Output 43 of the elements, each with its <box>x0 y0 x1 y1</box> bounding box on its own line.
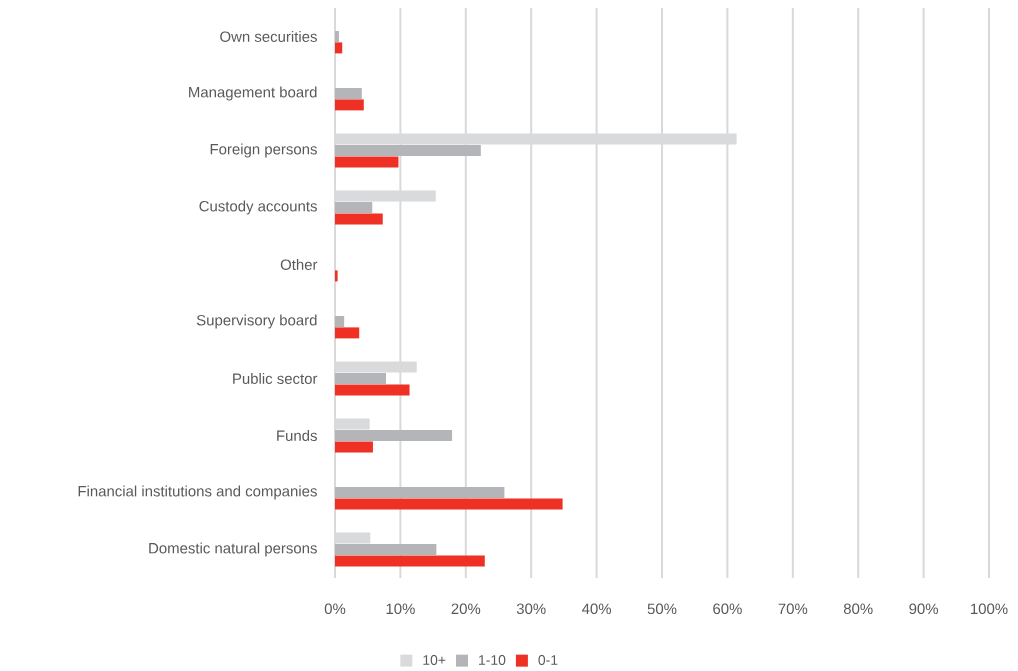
bar <box>335 555 485 567</box>
bar <box>335 213 383 225</box>
x-tick-label: 50% <box>647 603 677 615</box>
x-tick-label: 10% <box>386 603 415 615</box>
legend-label: 10+ <box>423 655 446 665</box>
bar <box>335 42 343 54</box>
legend-label: 1-10 <box>479 655 506 665</box>
bar <box>335 99 364 111</box>
legend-label: 0-1 <box>538 655 558 665</box>
y-tick-label: Financial institutions and companies <box>78 485 317 500</box>
bar <box>335 441 373 453</box>
bar <box>335 144 481 156</box>
bar <box>335 543 437 555</box>
x-tick-label: 90% <box>909 603 939 615</box>
bar <box>335 327 360 339</box>
x-tick-label: 30% <box>516 603 546 615</box>
bar <box>335 270 338 282</box>
x-tick-label: 70% <box>778 603 808 615</box>
y-tick-label: Public sector <box>233 373 318 384</box>
y-tick-label: Supervisory board <box>196 314 317 329</box>
y-tick-label: Domestic natural persons <box>149 542 317 557</box>
bar <box>335 156 399 168</box>
bar <box>335 30 339 42</box>
bar <box>335 201 373 213</box>
x-tick-label: 20% <box>451 603 481 615</box>
y-tick-label: Funds <box>277 430 317 441</box>
y-tick-label: Other <box>280 259 318 270</box>
x-tick-label: 60% <box>713 603 742 615</box>
x-tick-label: 100% <box>971 603 1008 615</box>
bar <box>335 384 410 396</box>
bar <box>335 372 387 384</box>
bar <box>335 315 345 327</box>
y-tick-label: Management board <box>189 86 317 101</box>
bar <box>335 87 362 99</box>
bar <box>335 486 505 498</box>
bar <box>335 429 453 441</box>
x-tick-label: 80% <box>843 603 873 615</box>
y-tick-label: Custody accounts <box>199 200 317 215</box>
x-tick-label: 0% <box>324 603 346 615</box>
x-tick-label: 40% <box>582 603 612 615</box>
bar <box>335 498 563 510</box>
y-tick-label: Foreign persons <box>210 143 317 158</box>
y-tick-label: Own securities <box>220 31 317 42</box>
